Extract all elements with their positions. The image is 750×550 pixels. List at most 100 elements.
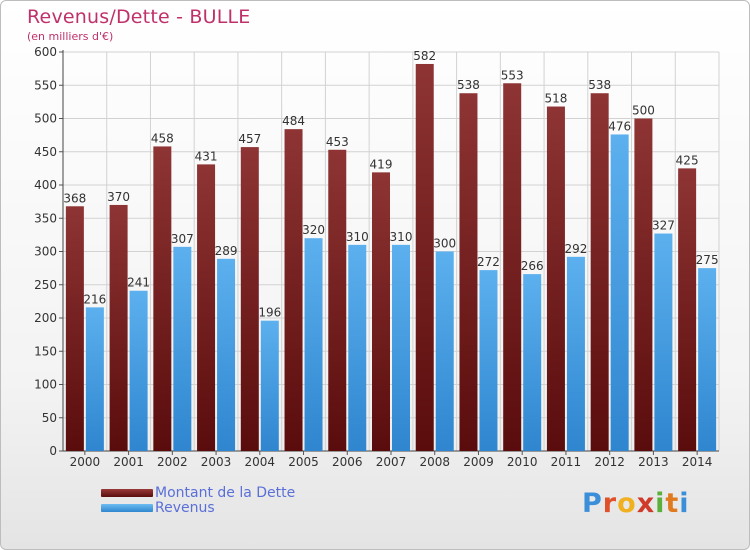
y-tick-label: 50: [42, 411, 57, 425]
bar-debt: [109, 204, 128, 451]
bar-debt: [678, 168, 697, 451]
x-tick-label: 2013: [638, 455, 669, 469]
bar-revenue: [566, 256, 585, 451]
x-tick-label: 2012: [594, 455, 625, 469]
y-tick-label: 100: [34, 378, 57, 392]
bar-revenue: [610, 134, 629, 451]
y-tick-label: 300: [34, 245, 57, 259]
data-label-debt: 553: [501, 68, 524, 82]
chart-subtitle: (en milliers d'€): [27, 30, 114, 43]
legend-swatch-revenue: [101, 504, 153, 512]
bar-revenue: [523, 274, 542, 451]
data-label-debt: 484: [282, 114, 305, 128]
y-tick-label: 250: [34, 278, 57, 292]
x-tick-label: 2014: [682, 455, 713, 469]
bar-debt: [197, 164, 216, 451]
bar-debt: [153, 146, 172, 451]
bar-debt: [240, 147, 259, 451]
logo-letter: x: [636, 488, 656, 519]
proxiti-logo: Proxiti: [582, 488, 690, 519]
data-label-revenue: 476: [608, 119, 631, 133]
x-tick-label: 2004: [245, 455, 276, 469]
logo-letter: i: [679, 488, 690, 519]
logo-letter: i: [655, 488, 666, 519]
data-label-debt: 453: [326, 135, 349, 149]
data-label-revenue: 266: [521, 259, 544, 273]
data-label-revenue: 292: [564, 242, 587, 256]
data-label-revenue: 289: [215, 244, 238, 258]
bar-debt: [503, 83, 522, 451]
bar-revenue: [260, 320, 279, 451]
data-label-debt: 419: [370, 157, 393, 171]
data-label-debt: 425: [676, 153, 699, 167]
bar-revenue: [479, 270, 498, 451]
bar-debt: [372, 172, 390, 452]
x-tick-label: 2003: [201, 455, 232, 469]
y-tick-label: 600: [34, 45, 57, 59]
data-label-debt: 431: [195, 149, 218, 163]
data-label-debt: 370: [107, 190, 130, 204]
legend-label-revenue: Revenus: [155, 500, 215, 516]
axes: 0 50 100 150 200 250 300 350 400 450 500 550 600 2000…: [34, 45, 719, 469]
data-label-debt: 518: [544, 92, 567, 106]
x-tick-label: 2002: [157, 455, 188, 469]
data-label-revenue: 320: [302, 223, 325, 237]
data-label-revenue: 196: [258, 306, 281, 320]
chart-title: Revenus/Dette - BULLE: [27, 6, 251, 28]
y-tick-label: 0: [49, 444, 57, 458]
x-tick-label: 2001: [113, 455, 144, 469]
data-label-revenue: 272: [477, 255, 500, 269]
x-tick-label: 2011: [551, 455, 582, 469]
logo-letter: o: [617, 488, 637, 519]
data-label-revenue: 310: [346, 230, 369, 244]
bar-revenue: [173, 246, 192, 451]
y-tick-label: 550: [34, 78, 57, 92]
data-label-debt: 582: [413, 49, 436, 63]
x-tick-label: 2008: [419, 455, 450, 469]
bar-revenue: [85, 307, 104, 451]
grid-lines: [62, 51, 720, 452]
data-label-revenue: 216: [83, 292, 106, 306]
legend-swatch-debt: [101, 489, 153, 497]
data-label-revenue: 275: [696, 253, 719, 267]
y-tick-label: 350: [34, 211, 57, 225]
y-tick-label: 450: [34, 145, 57, 159]
x-tick-label: 2009: [463, 455, 494, 469]
bar-revenue: [129, 290, 148, 451]
logo-letter: t: [665, 488, 680, 519]
bars: [65, 63, 717, 452]
bar-revenue: [348, 244, 367, 451]
data-labels: 368 216 370 241 458 307 431 289 457 196 484 320 453 3…: [63, 49, 718, 320]
bar-debt: [415, 63, 434, 451]
data-label-debt: 538: [588, 78, 611, 92]
legend-label-debt: Montant de la Dette: [155, 485, 296, 501]
logo-letter: r: [602, 488, 618, 519]
data-label-debt: 538: [457, 78, 480, 92]
y-tick-label: 500: [34, 112, 57, 126]
y-tick-label: 150: [34, 344, 57, 358]
bar-debt: [634, 118, 653, 451]
bar-debt: [459, 93, 478, 451]
logo-letter: P: [582, 488, 603, 519]
data-label-debt: 500: [632, 104, 655, 118]
data-label-debt: 458: [151, 131, 174, 145]
y-tick-label: 200: [34, 311, 57, 325]
bar-debt: [284, 129, 303, 451]
data-label-debt: 368: [63, 191, 86, 205]
x-tick-label: 2007: [376, 455, 407, 469]
data-label-revenue: 300: [433, 237, 456, 251]
bar-chart: 0 50 100 150 200 250 300 350 400 450 500 550 600 2000…: [34, 45, 720, 469]
data-label-revenue: 327: [652, 219, 675, 233]
bar-revenue: [654, 233, 673, 451]
bar-revenue: [435, 251, 454, 451]
data-label-revenue: 307: [171, 232, 194, 246]
x-tick-label: 2000: [70, 455, 101, 469]
bar-revenue: [304, 238, 323, 451]
data-label-revenue: 241: [127, 276, 150, 290]
bar-revenue: [392, 244, 410, 451]
data-label-revenue: 310: [390, 230, 413, 244]
x-tick-label: 2010: [507, 455, 538, 469]
data-label-debt: 457: [238, 132, 261, 146]
bar-revenue: [217, 258, 236, 451]
